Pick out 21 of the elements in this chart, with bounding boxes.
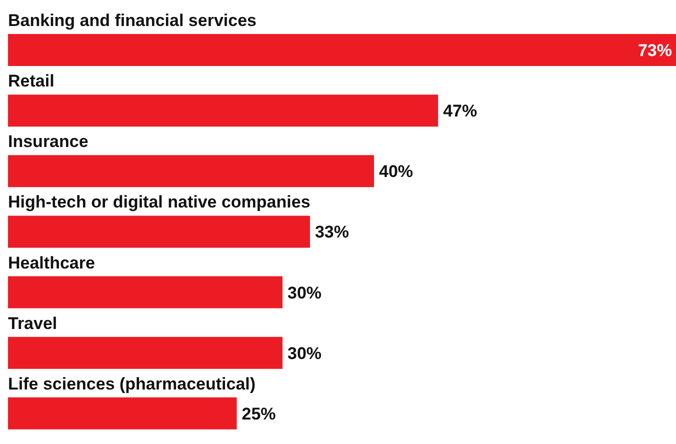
y-tick-label: Life sciences (pharmaceutical)	[8, 374, 256, 394]
bar	[8, 155, 374, 188]
data-label: 47%	[443, 102, 478, 121]
data-label: 30%	[288, 283, 322, 302]
bar	[8, 397, 237, 430]
y-tick-label: Travel	[8, 314, 58, 333]
bar	[8, 216, 310, 248]
data-label: 73%	[638, 41, 672, 60]
bar	[8, 34, 676, 66]
data-label: 40%	[379, 162, 414, 182]
y-tick-label: Retail	[8, 72, 54, 91]
bar	[8, 276, 283, 308]
y-tick-label: High-tech or digital native companies	[8, 192, 310, 212]
y-tick-label: Banking and financial services	[8, 11, 256, 30]
y-tick-label: Healthcare	[8, 253, 95, 272]
data-label: 25%	[242, 404, 276, 424]
data-label: 30%	[288, 344, 322, 363]
y-tick-label: Insurance	[8, 132, 88, 152]
bar	[8, 94, 438, 127]
bar	[8, 336, 283, 369]
data-label: 33%	[314, 222, 350, 242]
